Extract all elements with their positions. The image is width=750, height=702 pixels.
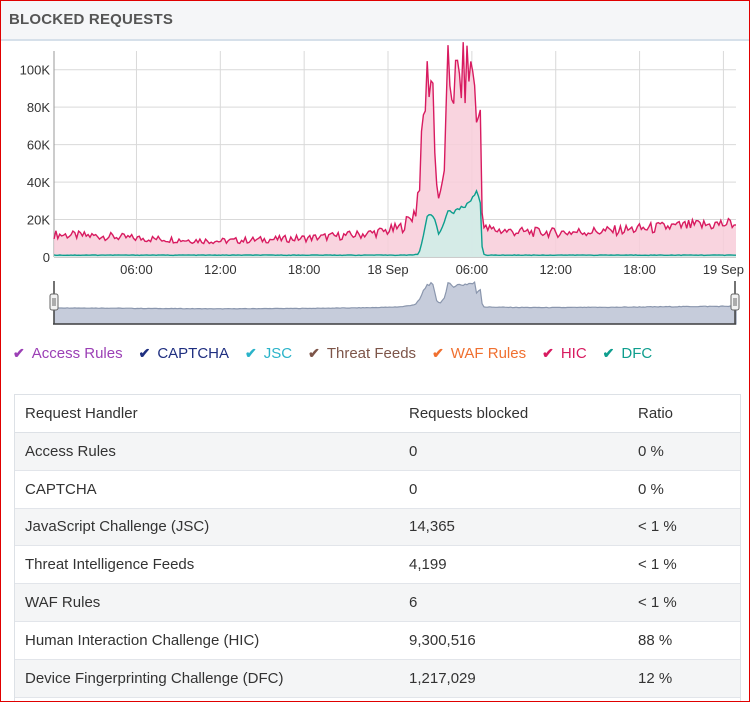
table-row: Threat Intelligence Feeds 4,199 < 1 % — [15, 545, 740, 585]
cell-ratio: 88 % — [628, 621, 740, 660]
cell-requests-blocked: 1,217,029 — [399, 659, 628, 698]
panel-header: BLOCKED REQUESTS — [1, 1, 749, 41]
navigator-right-handle[interactable] — [730, 293, 740, 311]
y-tick-label: 100K — [20, 63, 51, 78]
check-icon: ✔ — [245, 344, 257, 361]
chart-series — [53, 42, 737, 257]
check-icon: ✔ — [602, 344, 615, 361]
legend-item-captcha[interactable]: ✔ CAPTCHA — [139, 345, 229, 362]
check-icon: ✔ — [13, 344, 25, 361]
cell-ratio: < 1 % — [628, 583, 740, 622]
table-header-row: Request Handler Requests blocked Ratio — [15, 395, 740, 433]
cell-requests-blocked: 0 — [399, 432, 628, 471]
legend-item-jsc[interactable]: ✔ JSC — [245, 345, 292, 362]
cell-requests-blocked: 6 — [399, 583, 628, 622]
x-tick-label: 06:00 — [456, 262, 489, 277]
cell-ratio: < 1 % — [628, 545, 740, 585]
check-icon: ✔ — [308, 344, 320, 361]
x-axis: 06:00 12:00 18:00 18 Sep 06:00 12:00 18:00 19 S… — [120, 262, 744, 277]
legend-label: DFC — [621, 344, 653, 362]
series-line-hic — [53, 42, 737, 245]
cell-handler: Threat Intelligence Feeds — [15, 545, 399, 585]
table-row: JavaScript Challenge (JSC) 14,365 < 1 % — [15, 508, 740, 547]
header-request-handler[interactable]: Request Handler — [15, 395, 399, 433]
y-tick-label: 0 — [43, 250, 50, 265]
chart-legend: ✔ Access Rules ✔ CAPTCHA ✔ JSC ✔ Threat Feeds ✔ W… — [13, 343, 668, 363]
y-axis: 0 20K 40K 60K 80K 100K — [20, 63, 51, 265]
legend-label: Threat Feeds — [326, 344, 417, 362]
header-ratio[interactable]: Ratio — [628, 395, 740, 433]
cell-ratio: 0 % — [628, 470, 740, 509]
series-area-hic — [54, 42, 736, 257]
cell-requests-blocked: 14,365 — [399, 508, 628, 547]
header-requests-blocked[interactable]: Requests blocked — [399, 395, 628, 433]
cell-handler: Human Interaction Challenge (HIC) — [15, 621, 399, 660]
legend-label: WAF Rules — [450, 344, 527, 362]
legend-item-access-rules[interactable]: ✔ Access Rules — [13, 345, 123, 362]
legend-item-threat-feeds[interactable]: ✔ Threat Feeds — [308, 345, 416, 362]
x-tick-label: 12:00 — [539, 262, 572, 277]
table-row: WAF Rules 6 < 1 % — [15, 583, 740, 622]
legend-label: HIC — [560, 344, 587, 362]
cell-ratio: 12 % — [628, 659, 740, 698]
cell-ratio: 0 % — [628, 432, 740, 471]
x-tick-label: 18 Sep — [367, 262, 408, 277]
legend-label: Access Rules — [31, 344, 123, 362]
cell-handler: CAPTCHA — [15, 470, 399, 509]
x-tick-label: 12:00 — [204, 262, 237, 277]
legend-item-hic[interactable]: ✔ HIC — [542, 345, 587, 362]
table-row: Access Rules 0 0 % — [15, 432, 740, 471]
series-line-dfc — [53, 189, 736, 257]
legend-item-waf-rules[interactable]: ✔ WAF Rules — [432, 345, 526, 362]
x-tick-label: 18:00 — [288, 262, 321, 277]
legend-item-dfc[interactable]: ✔ DFC — [603, 345, 653, 362]
range-navigator[interactable] — [49, 280, 740, 325]
x-tick-label: 06:00 — [120, 262, 153, 277]
cell-handler: Access Rules — [15, 432, 399, 471]
check-icon: ✔ — [542, 344, 554, 361]
cell-requests-blocked: 0 — [399, 470, 628, 509]
cell-ratio: < 1 % — [628, 508, 740, 547]
y-tick-label: 80K — [27, 100, 50, 115]
check-icon: ✔ — [138, 344, 151, 361]
cell-requests-blocked: 4,199 — [399, 545, 628, 585]
x-tick-label: 18:00 — [623, 262, 656, 277]
y-tick-label: 60K — [27, 138, 50, 153]
panel-title: BLOCKED REQUESTS — [9, 11, 174, 28]
cell-handler: Device Fingerprinting Challenge (DFC) — [15, 659, 399, 698]
request-handler-table: Request Handler Requests blocked Ratio A… — [14, 394, 741, 701]
table-row: Human Interaction Challenge (HIC) 9,300,5… — [15, 621, 740, 660]
legend-label: CAPTCHA — [157, 344, 230, 362]
y-tick-label: 20K — [27, 213, 50, 228]
table-row: Device Fingerprinting Challenge (DFC) 1,2… — [15, 659, 740, 698]
check-icon: ✔ — [432, 344, 444, 361]
cell-handler: JavaScript Challenge (JSC) — [15, 508, 399, 547]
navigator-area — [53, 280, 737, 325]
x-tick-label: 19 Sep — [703, 262, 744, 277]
navigator-left-handle[interactable] — [49, 293, 59, 311]
legend-label: JSC — [263, 344, 293, 362]
table-row: CAPTCHA 0 0 % — [15, 470, 740, 509]
cell-handler: WAF Rules — [15, 583, 399, 622]
y-tick-label: 40K — [27, 175, 50, 190]
cell-requests-blocked: 9,300,516 — [399, 621, 628, 660]
